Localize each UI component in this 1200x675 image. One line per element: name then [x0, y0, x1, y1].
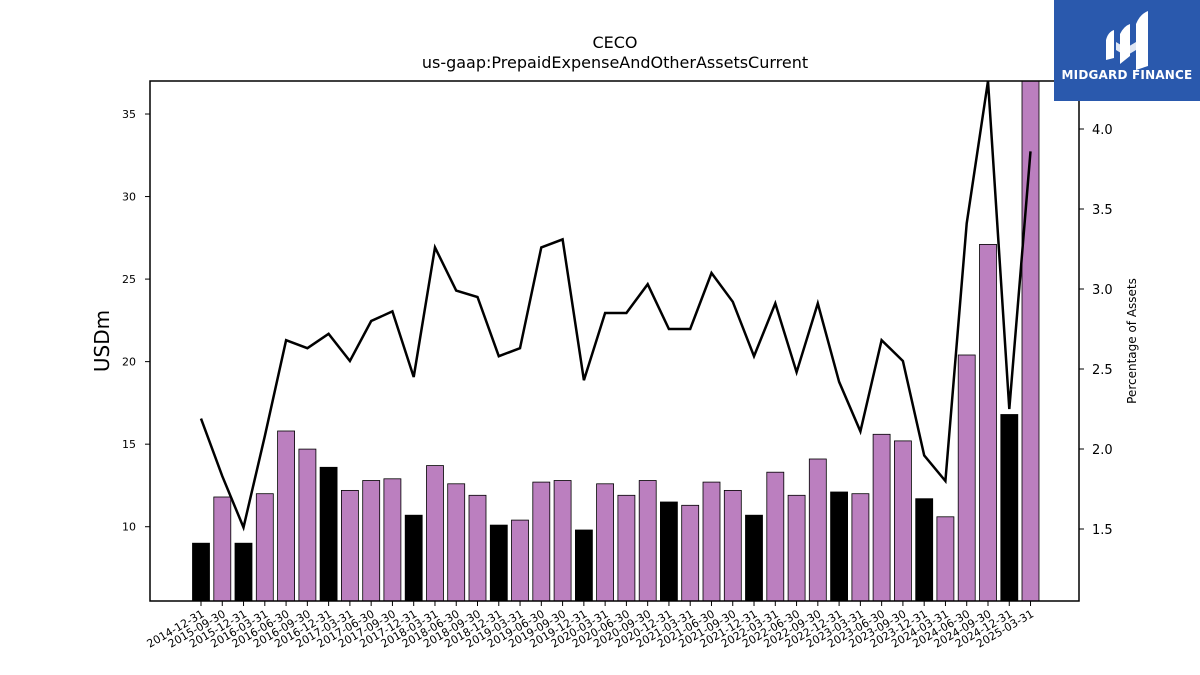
bar	[596, 483, 614, 602]
bar	[872, 433, 891, 602]
bar	[638, 480, 657, 602]
bar	[192, 542, 210, 602]
bar	[468, 494, 487, 602]
bar	[766, 471, 785, 602]
bar	[511, 519, 529, 602]
bar	[489, 524, 508, 602]
y-tick-label: 35	[122, 108, 136, 121]
bar	[553, 480, 572, 602]
percentage-line	[199, 80, 1032, 532]
logo-text: MIDGARD FINANCE	[1061, 68, 1193, 82]
bar	[915, 498, 934, 602]
y-tick-label: 15	[122, 438, 136, 451]
y2-axis-label: Percentage of Assets	[1125, 278, 1139, 404]
bar	[851, 493, 870, 602]
bar	[532, 481, 551, 602]
bar	[936, 516, 955, 602]
bar	[702, 481, 721, 602]
bar	[830, 491, 848, 602]
plot-frame	[149, 80, 1080, 602]
bar	[787, 494, 806, 602]
bar	[957, 354, 976, 602]
bar	[234, 542, 253, 602]
y2-tick-label: 1.5	[1092, 523, 1113, 538]
x-axis-ticks: 2014-12-312015-09-302015-12-312016-03-31…	[145, 601, 1036, 651]
y2-tick-label: 4.0	[1092, 123, 1113, 138]
y-tick-label: 30	[122, 191, 136, 204]
bar	[255, 493, 274, 602]
chart-subtitle: us-gaap:PrepaidExpenseAndOtherAssetsCurr…	[422, 53, 808, 72]
bar	[575, 529, 593, 602]
y2-tick-label: 3.0	[1092, 283, 1113, 298]
y-tick-label: 20	[122, 356, 136, 369]
logo-mark-icon	[1106, 11, 1148, 70]
bar	[340, 489, 359, 602]
bar	[277, 430, 296, 602]
midgard-finance-logo: MIDGARD FINANCE	[1054, 0, 1200, 101]
bar	[808, 458, 827, 602]
bar	[894, 440, 912, 602]
bar	[745, 514, 763, 602]
bar	[447, 483, 466, 602]
y2-tick-label: 3.5	[1092, 203, 1113, 218]
y2-tick-label: 2.5	[1092, 363, 1113, 378]
right-axis-ticks: 1.5 2.0 2.5 3.0 3.5 4.0	[1079, 123, 1113, 538]
bar	[319, 466, 338, 602]
y-tick-label: 10	[122, 521, 136, 534]
y-axis-label: USDm	[90, 310, 114, 372]
y2-tick-label: 2.0	[1092, 443, 1113, 458]
bar	[298, 448, 317, 602]
bar	[617, 494, 636, 602]
bar	[681, 504, 700, 602]
bar	[404, 514, 423, 602]
bar	[213, 496, 232, 602]
left-axis-ticks: 10 15 20 25 30 35	[122, 108, 150, 534]
bar	[1000, 414, 1019, 602]
chart-title: CECO	[592, 33, 637, 52]
y-tick-label: 25	[122, 273, 136, 286]
bar	[426, 465, 444, 602]
bar	[383, 478, 402, 602]
bar	[362, 480, 381, 602]
bar	[660, 501, 678, 602]
bar	[979, 243, 997, 602]
bar	[723, 489, 742, 602]
